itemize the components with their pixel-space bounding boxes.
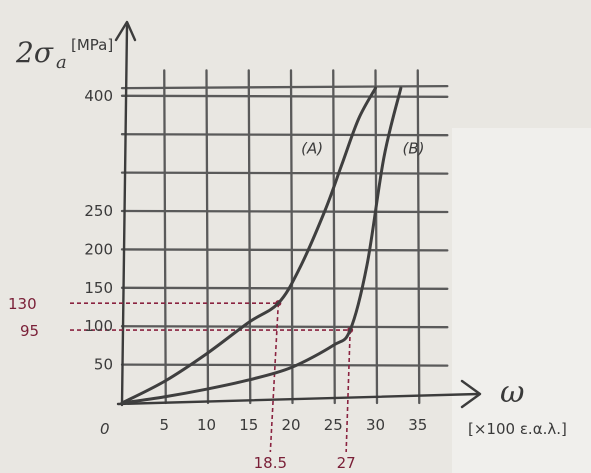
x-tick-label: 20: [281, 416, 300, 434]
y-axis-symbol: 2σ: [15, 36, 54, 69]
annotation-x-label: 18.5: [254, 454, 287, 472]
grid: [120, 69, 449, 405]
grid-line-vertical: [289, 69, 294, 405]
annotation-x-label: 27: [337, 454, 356, 472]
grid-line-vertical: [332, 69, 336, 405]
y-tick-label: 50: [94, 356, 113, 374]
guide-vertical: [345, 330, 351, 453]
origin-label: 0: [100, 420, 110, 438]
grid-line-horizontal: [120, 325, 449, 329]
grid-line-horizontal: [120, 133, 449, 137]
grid-line-vertical: [374, 69, 379, 405]
annotation-y-label: 130: [8, 295, 37, 313]
guide-vertical: [269, 303, 280, 453]
y-axis-unit: [MPa]: [71, 36, 113, 54]
x-axis-symbol: ω: [500, 375, 524, 410]
grid-line-horizontal: [120, 171, 449, 175]
grid-line-vertical: [163, 69, 167, 405]
x-tick-label: 30: [366, 416, 385, 434]
series-label-a: (A): [301, 139, 323, 157]
grid-line-horizontal: [120, 84, 449, 90]
grid-line-vertical: [247, 69, 252, 405]
x-tick-label: 5: [159, 416, 169, 434]
x-axis-line: [116, 392, 480, 406]
y-axis-subscript: a: [56, 52, 67, 73]
x-axis-unit: [×100 ε.α.λ.]: [468, 420, 567, 438]
x-tick-label: 25: [324, 416, 343, 434]
grid-line-horizontal: [120, 363, 449, 367]
y-tick-label: 100: [84, 317, 113, 335]
labels: 50 100 150 200 250 400 5 10 15 20 25 30 35 0 2σ a[MPa] ω…: [8, 36, 567, 472]
curve-a: [120, 86, 377, 405]
y-tick-label: 400: [84, 87, 113, 105]
grid-line-vertical: [416, 69, 421, 405]
x-tick-label: 15: [239, 416, 258, 434]
x-tick-label: 10: [197, 416, 216, 434]
x-tick-label: 35: [408, 416, 427, 434]
y-tick-label: 200: [84, 240, 113, 258]
grid-line-horizontal: [120, 286, 449, 290]
annotation-y-label: 95: [20, 322, 39, 340]
y-axis-line: [120, 24, 129, 407]
y-tick-label: 250: [84, 202, 113, 220]
paper-shadow: [452, 128, 591, 473]
x-axis-arrow-icon: [460, 379, 482, 409]
curves: [120, 86, 403, 405]
y-axis-arrow-icon: [114, 20, 137, 42]
grid-line-horizontal: [120, 209, 449, 214]
axes: [114, 20, 482, 409]
y-tick-label: 150: [84, 279, 113, 297]
curve-b: [120, 86, 403, 405]
grid-line-horizontal: [120, 94, 449, 98]
grid-line-horizontal: [120, 248, 449, 252]
series-label-b: (B): [403, 139, 425, 157]
grid-line-vertical: [205, 69, 210, 405]
